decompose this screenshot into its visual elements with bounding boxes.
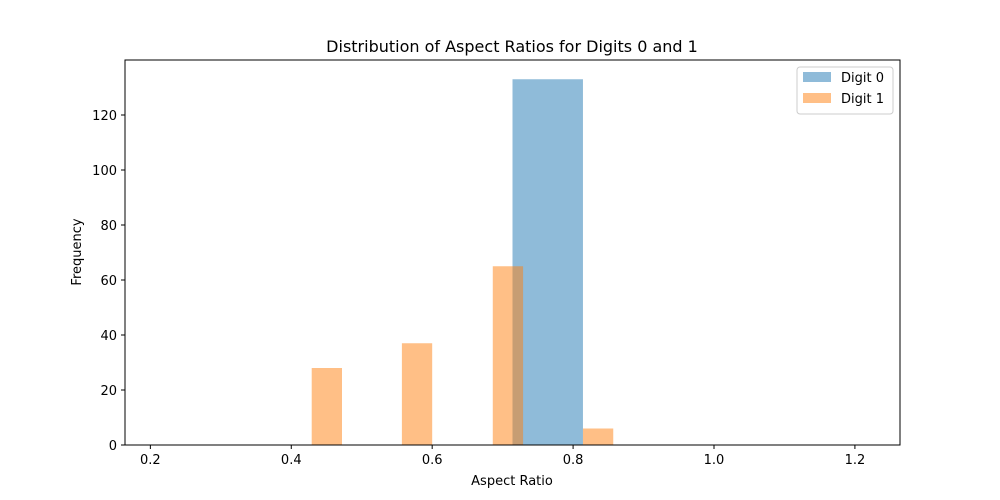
plot-area (124, 59, 901, 446)
plot-frame (124, 59, 901, 446)
x-tick-label: 0.6 (422, 453, 443, 468)
y-tick-label: 120 (92, 109, 117, 124)
x-tick-label: 0.4 (281, 453, 302, 468)
x-axis-ticks: 0.2 0.4 0.6 0.8 1.0 1.2 (140, 445, 865, 468)
histogram-bar-series-1-bin-1 (401, 343, 433, 445)
legend-label-0: Digit 0 (841, 71, 884, 86)
legend-swatch-1 (803, 93, 831, 103)
legend-swatch-0 (803, 72, 831, 82)
chart-title: Distribution of Aspect Ratios for Digits… (326, 37, 698, 56)
x-tick-label: 0.2 (140, 453, 161, 468)
histogram-bar-series-1-bin-2 (492, 266, 524, 445)
x-axis-label: Aspect Ratio (471, 474, 553, 489)
y-tick-label: 20 (100, 384, 117, 399)
y-tick-label: 100 (92, 164, 117, 179)
y-tick-label: 60 (100, 274, 117, 289)
x-tick-label: 1.0 (704, 453, 725, 468)
legend-label-1: Digit 1 (841, 92, 884, 107)
x-tick-label: 0.8 (563, 453, 584, 468)
y-axis-label: Frequency (70, 218, 85, 285)
x-tick-label: 1.2 (845, 453, 866, 468)
histogram-bar-series-0-bin-0 (512, 79, 583, 445)
y-tick-label: 0 (109, 439, 117, 454)
y-tick-label: 40 (100, 329, 117, 344)
bars-group (311, 79, 614, 445)
legend: Digit 0 Digit 1 (796, 66, 894, 115)
histogram-bar-series-1-bin-3 (582, 428, 614, 445)
y-axis-ticks: 0 20 40 60 80 100 120 (92, 109, 125, 454)
y-tick-label: 80 (100, 219, 117, 234)
histogram-bar-series-1-bin-0 (311, 368, 342, 445)
